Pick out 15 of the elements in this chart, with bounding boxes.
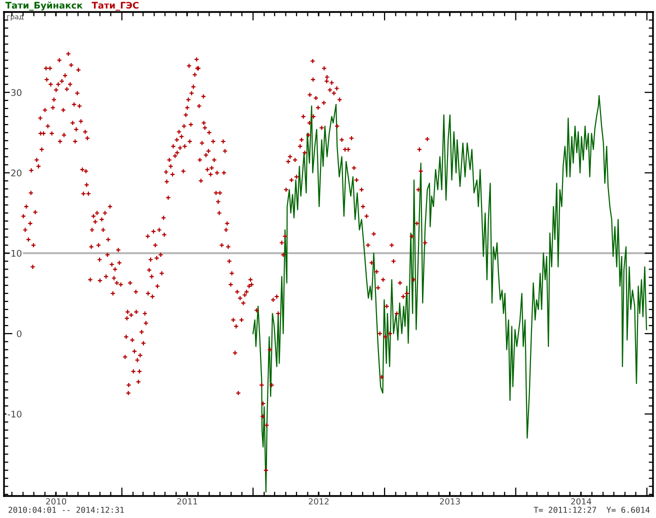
y-tick-label: 10	[12, 250, 22, 257]
text: Тати_ГЭС	[92, 2, 138, 11]
x-tick-label: 2010	[46, 498, 66, 505]
y-tick-label: 30	[11, 89, 22, 96]
x-tick-label: 2012	[308, 498, 329, 505]
text: T= 2011:12:27 Y= 6.6014	[534, 506, 650, 513]
x-tick-label: 2011	[177, 498, 198, 505]
x-tick-label: 2014	[571, 498, 592, 505]
y-tick-label: 20	[11, 170, 22, 176]
x-tick-label: 2013	[440, 498, 460, 505]
text: Тати_Буйнакск	[5, 2, 83, 11]
y-tick-label: -10	[8, 410, 22, 418]
line-series	[252, 95, 648, 493]
y-tick-label: 0	[16, 330, 22, 338]
text: 2010:04:01 -- 2014:12:31	[8, 506, 124, 513]
